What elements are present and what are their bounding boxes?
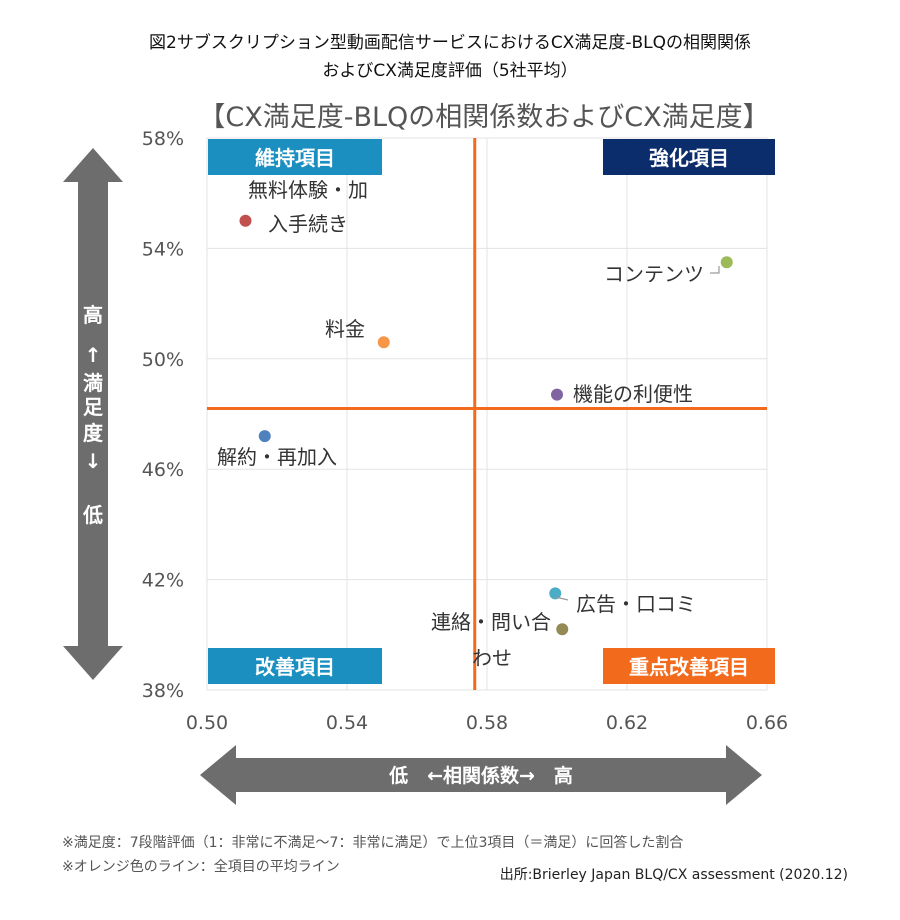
point-label: わせ (472, 646, 512, 670)
y-axis-label-char: 足 (83, 395, 104, 419)
quadrant-label-bottom-left: 改善項目 (255, 655, 335, 679)
point-marker (258, 430, 271, 443)
y-axis-label-char: ↑ (85, 343, 102, 367)
y-tick-label: 38% (142, 680, 184, 702)
y-tick-label: 54% (142, 238, 184, 260)
x-axis-label: 低 ←相関係数→ 高 (388, 764, 573, 787)
point-label: 解約・再加入 (217, 445, 337, 469)
figure-title-line2: およびCX満足度評価（5社平均） (322, 61, 578, 81)
grid (206, 137, 768, 691)
y-axis-label-char: 低 (82, 503, 103, 527)
quadrant-label-bottom-right: 重点改善項目 (629, 655, 749, 679)
data-point: コンテンツ (604, 256, 733, 286)
quadrant-box-bottom-left (208, 648, 382, 684)
quadrant-box-bottom-right (603, 648, 775, 684)
point-marker (549, 587, 562, 600)
data-point: 料金 (325, 317, 390, 349)
data-point: 解約・再加入 (217, 430, 337, 469)
x-tick-label: 0.62 (606, 712, 648, 734)
point-label: 入手続き (268, 212, 348, 236)
y-tick-label: 46% (142, 459, 184, 481)
source-credit: 出所:Brierley Japan BLQ/CX assessment (202… (499, 867, 848, 883)
footnote-satisfaction: ※満足度：7段階評価（1：非常に不満足～7：非常に満足）で上位3項目（＝満足）に… (62, 835, 684, 851)
y-axis-label-char: 満 (83, 371, 103, 395)
quadrant-label-top-right: 強化項目 (649, 146, 729, 170)
figure-title-line1: 図2サブスクリプション型動画配信サービスにおけるCX満足度-BLQの相関関係 (149, 33, 751, 53)
point-label: 機能の利便性 (573, 382, 693, 406)
x-tick-label: 0.50 (186, 712, 228, 734)
data-points: 無料体験・加入手続きコンテンツ料金機能の利便性解約・再加入広告・口コミ連絡・問い… (217, 178, 733, 670)
y-axis-label-char: ↓ (85, 449, 102, 473)
y-tick-label: 42% (142, 570, 184, 592)
y-axis-label-char: 高 (83, 303, 103, 327)
point-marker (377, 336, 390, 349)
y-axis-arrow (63, 148, 123, 680)
point-label: コンテンツ (604, 262, 704, 286)
point-marker (556, 623, 569, 636)
data-point: 広告・口コミ (549, 587, 696, 616)
quadrant-box-top-right (603, 139, 775, 175)
point-label: 連絡・問い合 (431, 610, 551, 634)
chart-title: 【CX満足度-BLQの相関係数およびCX満足度】 (198, 102, 769, 133)
point-label: 広告・口コミ (576, 592, 696, 616)
point-label: 無料体験・加 (248, 178, 368, 202)
x-tick-label: 0.66 (746, 712, 788, 734)
footnote-orange-line: ※オレンジ色のライン：全項目の平均ライン (62, 859, 340, 875)
label-leader (555, 596, 569, 601)
x-axis-arrow (200, 745, 762, 805)
data-point: 機能の利便性 (551, 382, 693, 406)
point-marker (720, 256, 733, 269)
point-marker (551, 388, 563, 401)
average-lines (207, 138, 767, 690)
point-marker (239, 214, 252, 227)
axis-arrows: 高 ↑ 満足度 ↓ 低低 ←相関係数→ 高 (63, 148, 762, 805)
quadrant-box-top-left (208, 139, 382, 175)
y-tick-label: 50% (142, 349, 184, 371)
quadrant-label-top-left: 維持項目 (255, 146, 335, 170)
y-axis-label-char: 度 (83, 421, 104, 445)
x-tick-label: 0.58 (466, 712, 508, 734)
label-leader (710, 266, 720, 274)
axis-ticks: 0.50 0.54 0.58 0.62 0.66 38% 42% 46% 50% 54% 58% (142, 128, 788, 734)
x-tick-label: 0.54 (326, 712, 368, 734)
point-label: 料金 (325, 317, 365, 341)
y-tick-label: 58% (142, 128, 184, 150)
